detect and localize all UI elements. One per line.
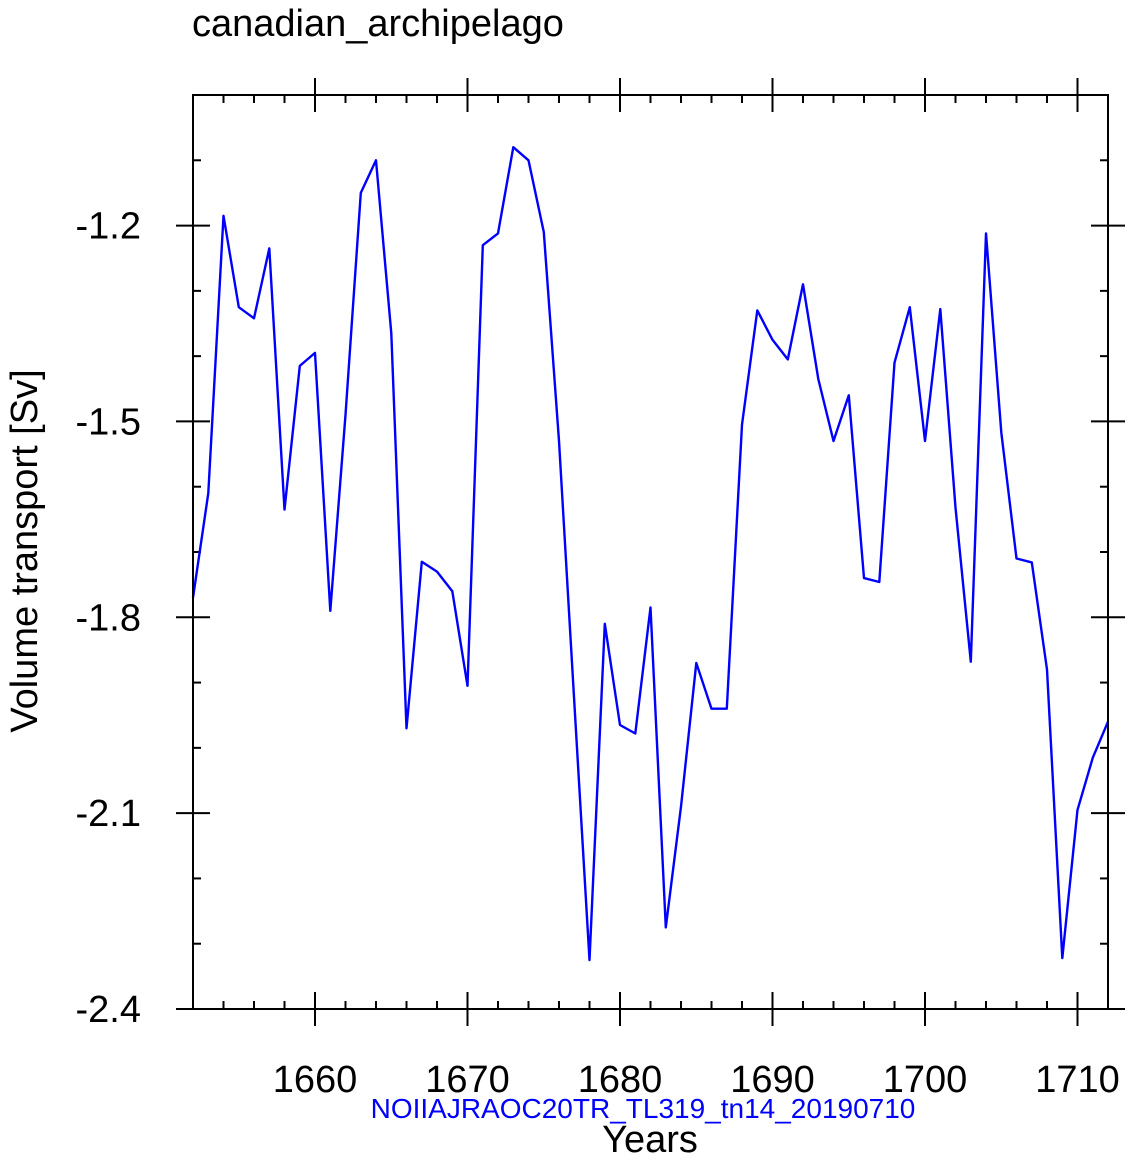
- axis-ticks: [176, 78, 1125, 1026]
- y-tick-label: -1.2: [76, 206, 141, 248]
- x-tick-label: 1700: [883, 1059, 968, 1101]
- series-line: [191, 146, 1110, 962]
- caption-label: NOIIAJRAOC20TR_TL319_tn14_20190710: [371, 1093, 916, 1124]
- tick-labels: 1660 1670 1680 1690 1700 1710 -2.4 -2.1 -1.8 -1.5…: [76, 206, 1120, 1101]
- chart-title: canadian_archipelago: [192, 3, 564, 45]
- x-axis-label: Years: [602, 1119, 698, 1161]
- x-tick-label: 1680: [578, 1059, 663, 1101]
- y-tick-label: -1.8: [76, 597, 141, 639]
- y-axis-label: Volume transport [Sv]: [4, 369, 46, 732]
- y-tick-label: -2.4: [76, 989, 141, 1031]
- x-tick-label: 1710: [1035, 1059, 1120, 1101]
- y-tick-label: -1.5: [76, 401, 141, 443]
- plot-frame: [192, 94, 1109, 1010]
- x-tick-label: 1670: [425, 1059, 510, 1101]
- x-tick-label: 1660: [273, 1059, 358, 1101]
- x-tick-label: 1690: [730, 1059, 815, 1101]
- y-tick-label: -2.1: [76, 793, 141, 835]
